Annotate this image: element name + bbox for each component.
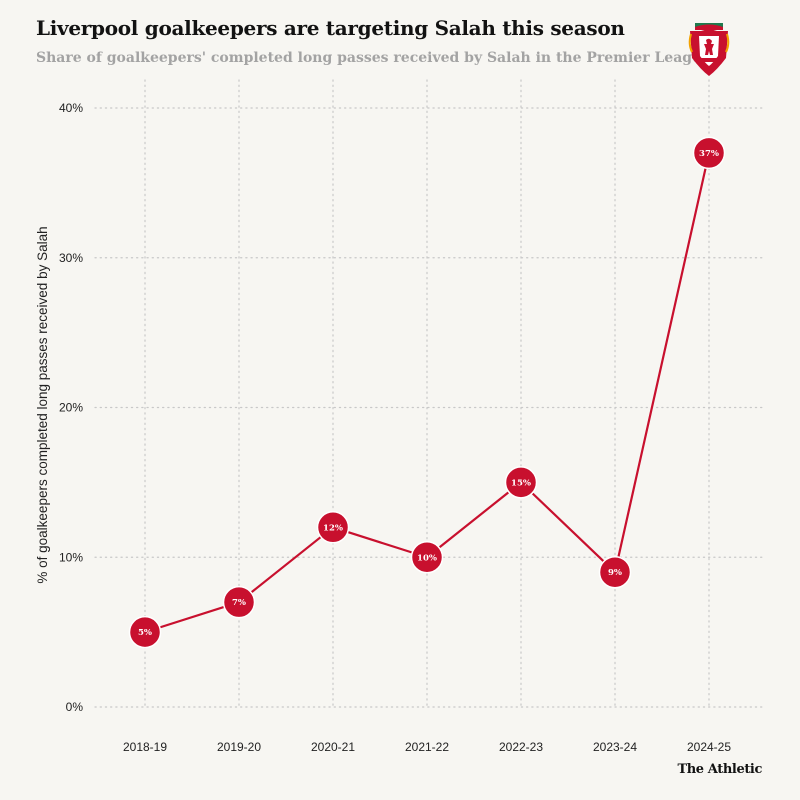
- data-marker: [598, 555, 632, 589]
- data-label: 10%: [417, 553, 437, 563]
- brand-logo: The Athletic: [677, 762, 762, 777]
- x-tick-label: 2019-20: [217, 740, 261, 754]
- data-point: 15%: [504, 466, 538, 499]
- data-point: 5%: [128, 615, 162, 649]
- y-tick-label: 40%: [59, 101, 83, 115]
- x-tick-label: 2022-23: [499, 740, 543, 754]
- data-marker: [222, 585, 256, 619]
- data-label: 7%: [232, 598, 246, 608]
- data-marker: [316, 511, 350, 544]
- y-tick-label: 10%: [59, 550, 83, 564]
- x-tick-label: 2024-25: [687, 740, 731, 754]
- data-point: 12%: [316, 511, 350, 544]
- data-markers: 5% 7% 12% 10% 15% 9% 37%: [128, 136, 726, 649]
- x-tick-label: 2023-24: [593, 740, 637, 754]
- data-point: 9%: [598, 555, 632, 589]
- chart-title: Liverpool goalkeepers are targeting Sala…: [36, 16, 625, 40]
- y-axis-ticks: 0% 10% 20% 30% 40%: [59, 101, 83, 714]
- data-point: 37%: [692, 136, 726, 170]
- x-tick-label: 2021-22: [405, 740, 449, 754]
- liverpool-crest-icon: [688, 23, 730, 76]
- data-label: 9%: [608, 568, 622, 578]
- chart-subtitle: Share of goalkeepers' completed long pas…: [36, 50, 712, 66]
- data-marker: [504, 466, 538, 499]
- data-point: 7%: [222, 585, 256, 619]
- y-tick-label: 20%: [59, 401, 83, 415]
- x-axis-ticks: 2018-19 2019-20 2020-21 2021-22 2022-23 2023-…: [123, 740, 731, 754]
- data-point: 10%: [410, 541, 444, 574]
- data-marker: [410, 541, 444, 574]
- y-tick-label: 30%: [59, 251, 83, 265]
- data-marker: [692, 136, 726, 170]
- x-tick-label: 2018-19: [123, 740, 167, 754]
- x-tick-label: 2020-21: [311, 740, 355, 754]
- y-axis-label: % of goalkeepers completed long passes r…: [35, 226, 50, 583]
- data-label: 15%: [511, 478, 531, 488]
- data-label: 5%: [138, 628, 152, 638]
- gridlines: [94, 79, 766, 708]
- data-label: 37%: [699, 149, 719, 159]
- y-tick-label: 0%: [66, 700, 84, 714]
- data-marker: [128, 615, 162, 649]
- data-label: 12%: [323, 523, 343, 533]
